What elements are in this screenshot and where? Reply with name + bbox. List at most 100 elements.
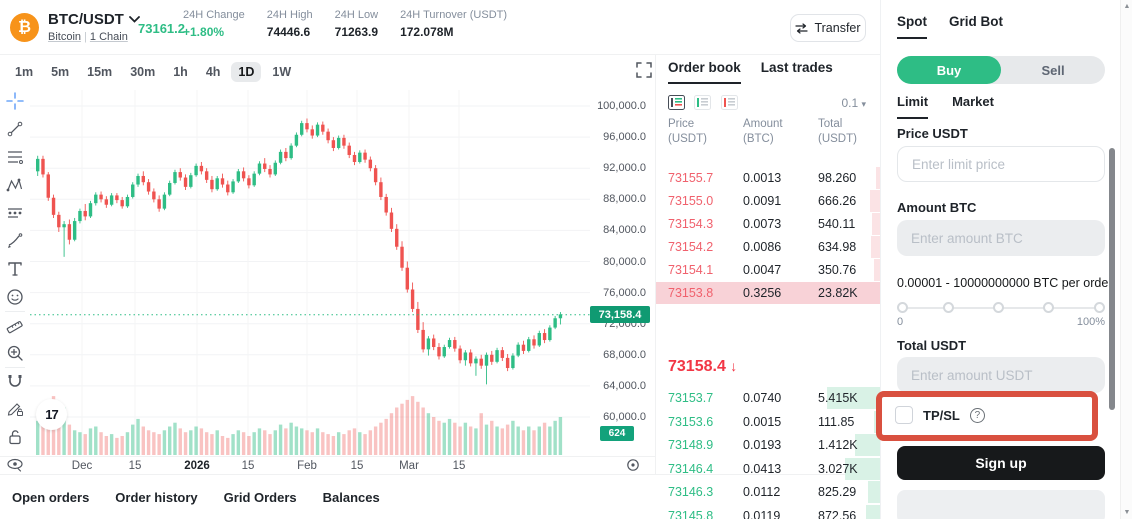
tab-limit[interactable]: Limit [897,94,929,119]
xabcd-pattern-icon[interactable] [6,176,24,194]
timeframe-15m[interactable]: 15m [87,65,113,79]
slider-stop-100[interactable] [1094,302,1105,313]
timeframe-5m[interactable]: 5m [51,65,70,79]
sell-button[interactable]: Sell [1041,62,1065,78]
transfer-button[interactable]: Transfer [790,14,866,42]
pair-label: BTC/USDT [48,11,124,28]
slider-stop-25[interactable] [943,302,954,313]
buy-sell-segment: Buy Sell [897,56,1105,84]
bid-row[interactable]: 73146.3 0.0112 825.29 [656,481,880,503]
bid-row[interactable]: 73153.6 0.0015 111.85 [656,410,880,433]
ask-depth-bar [872,213,880,235]
tpsl-checkbox[interactable] [895,406,913,424]
emoji-icon[interactable] [6,288,24,306]
last-trade-price: 73158.4 ↓ [668,358,738,375]
tab-grid-orders[interactable]: Grid Orders [223,489,297,505]
bid-row[interactable]: 73148.9 0.0193 1.412K [656,434,880,456]
ask-row[interactable]: 73153.8 0.3256 23.82K [656,282,880,304]
timeframe-1W[interactable]: 1W [272,65,292,79]
orders-tabs: Open orders Order history Grid Orders Balan… [0,475,655,519]
tab-grid-bot[interactable]: Grid Bot [949,14,1003,29]
scroll-down-arrow[interactable]: ▼ [1123,509,1131,516]
bid-row[interactable]: 73153.7 0.0740 5.415K [656,387,880,409]
timeframe-1h[interactable]: 1h [173,65,188,79]
time-tick: 2026 [184,460,210,472]
tab-balances[interactable]: Balances [322,489,380,505]
slider-stop-0[interactable] [897,302,908,313]
price-tick: 84,000.0 [603,224,646,237]
ask-row[interactable]: 73155.0 0.0091 666.26 [656,190,880,212]
help-icon[interactable]: ? [969,407,985,423]
time-tick: 15 [350,460,364,472]
price-tick: 76,000.0 [603,286,646,299]
ticker-stats: 24H Change +1.80% 24H High 74446.6 24H Low 71… [183,9,507,39]
ask-row[interactable]: 73154.2 0.0086 634.98 [656,236,880,258]
price-field-label: Price USDT [897,126,968,141]
slider-stop-75[interactable] [1043,302,1054,313]
bitcoin-link[interactable]: Bitcoin [48,31,82,43]
amount-slider[interactable] [897,302,1105,314]
time-tick: Feb [297,460,317,472]
trend-line-icon[interactable] [6,120,24,138]
tab-spot[interactable]: Spot [897,14,927,39]
tab-order-book[interactable]: Order book [668,60,741,84]
ticker-stat: 24H Turnover (USDT) 172.078M [400,9,508,39]
transfer-label: Transfer [814,21,861,35]
slider-stop-50[interactable] [993,302,1004,313]
bid-depth-bar [866,504,880,519]
ask-row[interactable]: 73155.7 0.0013 98.260 [656,167,880,189]
page-scrollbar[interactable]: ▲ ▼ [1120,0,1132,519]
brush-icon[interactable] [6,232,24,250]
pair-selector[interactable]: BTC/USDT [48,11,140,28]
timeframe-bar: 1m 5m 15m 30m 1h 4h 1D 1W [0,55,655,89]
secondary-button-partial[interactable] [897,490,1105,519]
unlock-icon[interactable] [6,428,24,446]
timeframe-1D[interactable]: 1D [231,62,262,82]
sign-up-button[interactable]: Sign up [897,446,1105,480]
tab-last-trades[interactable]: Last trades [760,60,833,75]
timeframe-30m[interactable]: 30m [130,65,156,79]
ruler-icon[interactable] [6,316,24,334]
chart-canvas[interactable] [30,90,590,458]
eye-hide-icon[interactable] [6,456,24,474]
scroll-up-arrow[interactable]: ▲ [1123,3,1131,10]
precision-dropdown[interactable]: 0.1 ▾ [841,96,866,110]
ask-row[interactable]: 73154.1 0.0047 350.76 [656,259,880,281]
fib-lines-icon[interactable] [6,148,24,166]
time-axis[interactable]: Dec 15 2026 15 Feb 15 Mar 15 [0,456,655,474]
ask-row[interactable]: 73154.3 0.0073 540.11 [656,213,880,235]
zoom-in-icon[interactable] [6,344,24,362]
total-input[interactable] [897,357,1105,393]
text-icon[interactable] [6,260,24,278]
book-view-bids-icon[interactable] [694,95,712,110]
amount-input[interactable] [897,220,1105,256]
crosshair-icon[interactable] [6,92,24,110]
bid-row[interactable]: 73145.8 0.0119 872.56 [656,504,880,519]
book-view-asks-icon[interactable] [720,95,738,110]
divider [655,55,656,474]
tpsl-label: TP/SL [923,407,960,423]
tab-market[interactable]: Market [952,94,994,109]
tv-watermark: 17 [45,407,59,422]
chain-link[interactable]: 1 Chain [89,31,128,43]
panel-scrollbar-thumb[interactable] [1109,148,1115,410]
bid-row[interactable]: 73146.4 0.0413 3.027K [656,457,880,480]
magnet-icon[interactable] [6,372,24,390]
tradingview-logo: 17 [36,399,67,430]
time-tick: 15 [128,460,142,472]
tab-order-history[interactable]: Order history [115,489,198,505]
buy-button[interactable]: Buy [897,56,1001,84]
transfer-arrows-icon [795,22,809,34]
book-view-both-icon[interactable] [668,95,685,110]
timeframe-1m[interactable]: 1m [15,65,34,79]
pencil-lock-icon[interactable] [6,400,24,418]
tab-open-orders[interactable]: Open orders [12,489,90,505]
scroll-to-latest-icon[interactable] [626,458,640,472]
position-tool-icon[interactable] [6,204,24,222]
price-axis[interactable]: 100,000.0 96,000.0 92,000.0 88,000.0 84,000.… [588,90,654,458]
limit-price-input[interactable] [897,146,1105,182]
timeframe-4h[interactable]: 4h [205,65,221,79]
arrow-down-icon: ↓ [730,358,738,374]
fullscreen-icon[interactable] [636,62,652,78]
trade-panel: Spot Grid Bot Buy Sell Limit Market Pric… [876,0,1120,519]
